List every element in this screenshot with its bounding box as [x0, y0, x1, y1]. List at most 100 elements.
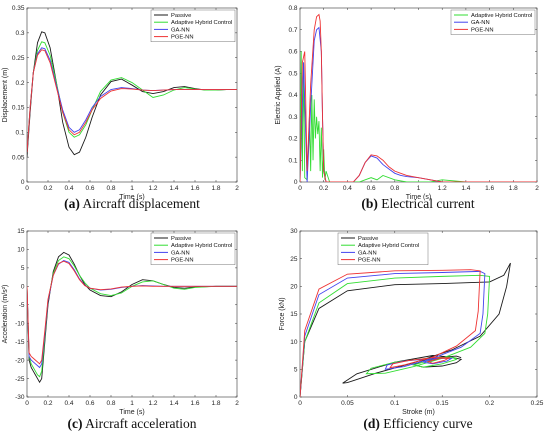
series-adaptive-hybrid-control: [27, 256, 237, 378]
x-tick-label: 0.05: [341, 400, 354, 407]
x-tick-label: 0.6: [85, 400, 94, 407]
y-tick-label: 10: [290, 339, 298, 346]
y-tick-label: 0.8: [288, 5, 297, 12]
x-tick-label: 1.2: [438, 185, 447, 192]
caption-a: (a) Aircraft displacement: [64, 196, 200, 211]
legend-entry: Passive: [171, 13, 191, 19]
caption-label: (b): [361, 196, 378, 211]
panel-b: 0 0.2 0.4 0.6 0.8 1 1.2 1.4 1.6 1.8 2 0 0.1 0.2 0.3 0.4…: [275, 5, 539, 211]
y-tick-label: 0.35: [12, 5, 25, 12]
x-axis-label: Stroke (m): [402, 409, 435, 416]
x-axis-label: Time (s): [119, 194, 144, 201]
x-tick-label: 0.2: [43, 400, 52, 407]
x-tick-label: 0.8: [106, 185, 115, 192]
caption-text: Aircraft acceleration: [83, 416, 197, 431]
y-tick-label: 0.4: [288, 92, 297, 99]
x-tick-label: 0.8: [390, 185, 399, 192]
legend-entry: Passive: [358, 236, 378, 242]
x-axis-label: Time (s): [119, 409, 144, 416]
y-tick-label: -20: [15, 357, 25, 364]
y-tick-label: 0: [294, 394, 298, 401]
x-tick-label: 1: [130, 185, 134, 192]
x-tick-label: 0.2: [319, 185, 328, 192]
x-tick-label: 0: [298, 185, 302, 192]
y-tick-label: 25: [290, 256, 298, 263]
y-tick-label: 0.3: [15, 30, 24, 37]
x-tick-label: 0.8: [106, 400, 115, 407]
x-tick-label: 1.2: [148, 400, 157, 407]
x-tick-label: 1.8: [509, 185, 518, 192]
x-tick-label: 1: [417, 185, 421, 192]
x-tick-label: 0.6: [85, 185, 94, 192]
legend-entry: GA-NN: [171, 27, 190, 33]
y-tick-label: 30: [290, 228, 298, 235]
caption-c: (c) Aircraft acceleration: [68, 416, 197, 431]
x-tick-label: 0.4: [64, 185, 73, 192]
x-tick-label: 1.6: [485, 185, 494, 192]
y-axis-label: Force (kN): [279, 297, 286, 330]
series-adaptive-hybrid-control: [300, 274, 491, 397]
legend-entry: PGE-NN: [471, 27, 494, 33]
legend-entry: Adaptive Hybrid Control: [171, 243, 232, 249]
y-tick-label: 0.25: [12, 55, 25, 62]
x-tick-label: 2: [235, 185, 239, 192]
legend-entry: PGE-NN: [171, 35, 194, 41]
y-tick-label: -10: [15, 320, 25, 327]
x-tick-label: 0.4: [343, 185, 352, 192]
x-tick-label: 0.2: [485, 400, 494, 407]
y-axis-label: Electric Applied (A): [275, 65, 282, 124]
y-tick-label: -15: [15, 339, 25, 346]
y-tick-label: 0.7: [288, 27, 297, 34]
x-tick-label: 0: [298, 400, 302, 407]
y-tick-label: 5: [294, 367, 298, 374]
legend-entry: Adaptive Hybrid Control: [358, 243, 419, 249]
y-tick-label: 0.6: [288, 49, 297, 56]
caption-label: (a): [64, 196, 80, 211]
y-tick-label: 0.1: [15, 129, 24, 136]
legend-entry: Passive: [171, 236, 191, 242]
legend-entry: GA-NN: [171, 250, 190, 256]
x-tick-label: 1.4: [169, 400, 178, 407]
y-tick-label: 10: [17, 247, 25, 254]
caption-label: (d): [363, 416, 380, 431]
y-tick-label: -30: [15, 394, 25, 401]
x-tick-label: 0.6: [367, 185, 376, 192]
y-tick-label: 0: [294, 179, 298, 186]
x-tick-label: 0: [25, 185, 29, 192]
x-tick-label: 0.2: [43, 185, 52, 192]
x-tick-label: 1.6: [190, 185, 199, 192]
panel-c: 0 0.2 0.4 0.6 0.8 1 1.2 1.4 1.6 1.8 2 -30 -25 -20 -15 -…: [2, 228, 239, 431]
x-tick-label: 2: [235, 400, 239, 407]
y-tick-label: 0.15: [12, 105, 25, 112]
x-tick-label: 1.8: [211, 400, 220, 407]
series-pge-nn: [300, 13, 537, 182]
plot-area-b: [299, 7, 538, 183]
series-adaptive-hybrid-control: [27, 41, 237, 153]
y-tick-label: 0: [21, 179, 25, 186]
y-axis-label: Displacement (m): [2, 68, 9, 123]
series-ga-nn: [300, 270, 486, 397]
x-tick-label: 0.4: [64, 400, 73, 407]
y-axis-label: Acceleration (m/s²): [2, 285, 9, 344]
x-tick-label: 0: [25, 400, 29, 407]
caption-text: Aircraft displacement: [80, 196, 200, 211]
x-tick-label: 0.25: [531, 400, 544, 407]
y-tick-label: 15: [17, 228, 25, 235]
x-axis-label: Time (s): [406, 194, 431, 201]
legend-entry: GA-NN: [358, 250, 377, 256]
x-tick-label: 1.8: [211, 185, 220, 192]
legend-entry: PGE-NN: [171, 258, 194, 264]
y-tick-label: 0.3: [288, 114, 297, 121]
caption-d: (d) Efficiency curve: [363, 416, 472, 431]
x-tick-label: 1.4: [169, 185, 178, 192]
x-tick-label: 2: [535, 185, 539, 192]
legend-entry: PGE-NN: [358, 258, 381, 264]
legend-entry: Adaptive Hybrid Control: [471, 13, 532, 19]
x-tick-label: 1: [130, 400, 134, 407]
x-tick-label: 1.4: [461, 185, 470, 192]
